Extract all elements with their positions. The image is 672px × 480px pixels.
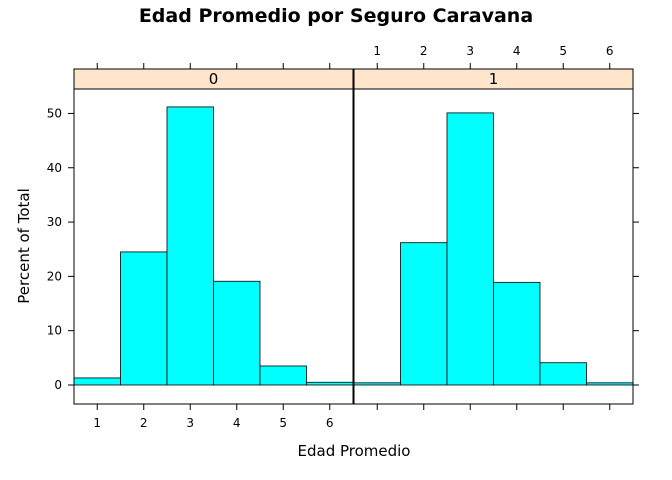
y-tick-label-40: 40 [47,161,62,175]
y-tick-label-0: 0 [54,378,62,392]
bar-panel0-bin6 [306,381,354,386]
panel-frame-0 [73,88,354,405]
bar-panel1-bin3 [446,112,494,386]
bar-panel0-bin1 [73,377,121,386]
strip-label-0: 0 [209,70,219,88]
x-tick-label-bottom-5: 5 [279,416,287,430]
bar-panel1-bin6 [586,382,634,386]
x-tick-label-top-2: 2 [420,44,428,58]
x-tick-label-top-3: 3 [466,44,474,58]
x-tick-label-bottom-6: 6 [326,416,334,430]
x-tick-label-bottom-1: 1 [93,416,101,430]
bar-panel1-bin4 [493,281,541,386]
bar-panel1-bin5 [539,362,587,386]
x-tick-label-bottom-2: 2 [140,416,148,430]
strip-label-1: 1 [489,70,499,88]
bar-panel0-bin2 [120,251,168,386]
bar-panel1-bin1 [353,382,401,386]
x-tick-label-bottom-3: 3 [186,416,194,430]
bar-panel0-bin4 [213,280,261,386]
x-tick-label-top-5: 5 [559,44,567,58]
x-tick-label-top-6: 6 [606,44,614,58]
x-tick-label-top-4: 4 [513,44,521,58]
bar-panel1-bin2 [400,242,448,386]
x-tick-label-top-1: 1 [373,44,381,58]
chart-title: Edad Promedio por Seguro Caravana [139,5,533,27]
bar-panel0-bin3 [166,106,214,386]
y-axis-label: Percent of Total [15,188,33,303]
x-axis-label: Edad Promedio [298,442,411,460]
panel-frame-1 [353,88,634,405]
plot-area: 0 1 1 1 2 2 3 3 4 4 5 5 6 6 0 10 20 30 40 50 [47,44,639,430]
y-tick-label-50: 50 [47,106,62,120]
x-tick-label-bottom-4: 4 [233,416,241,430]
bar-panel0-bin5 [259,365,307,386]
y-tick-label-30: 30 [47,215,62,229]
y-tick-label-20: 20 [47,269,62,283]
y-tick-label-10: 10 [47,324,62,338]
